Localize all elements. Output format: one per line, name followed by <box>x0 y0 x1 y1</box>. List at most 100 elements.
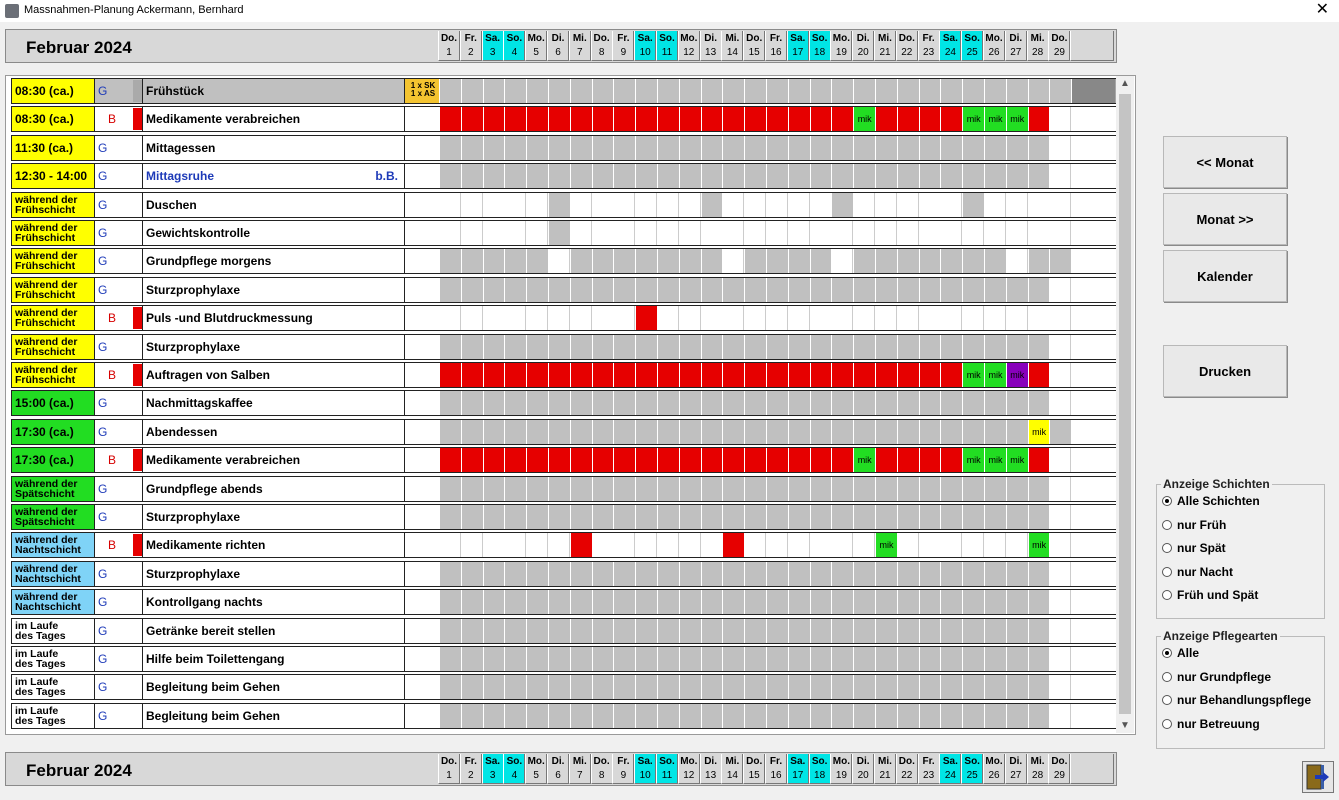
day-cell[interactable] <box>853 135 876 160</box>
day-cell[interactable] <box>700 533 723 558</box>
day-cell[interactable] <box>635 448 658 473</box>
day-cell[interactable] <box>962 334 985 359</box>
day-cell[interactable] <box>635 79 658 103</box>
day-cell[interactable] <box>809 505 832 529</box>
day-cell[interactable] <box>548 647 570 671</box>
day-cell[interactable] <box>482 561 505 586</box>
day-cell[interactable] <box>504 192 527 217</box>
day-cell[interactable] <box>831 561 854 586</box>
day-cell[interactable] <box>875 675 897 700</box>
day-cell[interactable] <box>875 391 897 416</box>
day-cell[interactable] <box>766 675 788 700</box>
day-cell[interactable] <box>678 249 701 274</box>
day-cell[interactable] <box>657 533 679 558</box>
day-cell[interactable] <box>853 703 876 728</box>
day-cell[interactable] <box>548 618 570 643</box>
day-cell[interactable] <box>569 249 592 274</box>
day-cell[interactable] <box>482 419 505 444</box>
day-cell[interactable] <box>1049 647 1072 671</box>
day-cell[interactable] <box>853 561 876 586</box>
day-cell[interactable] <box>613 107 636 132</box>
day-cell[interactable] <box>831 391 854 416</box>
care-option[interactable]: Alle <box>1157 643 1324 667</box>
day-cell[interactable] <box>1027 363 1050 387</box>
day-cell[interactable] <box>984 703 1006 728</box>
day-cell[interactable] <box>809 618 832 643</box>
day-cell[interactable] <box>700 306 723 331</box>
day-cell[interactable] <box>766 590 788 615</box>
shift-option[interactable]: nur Früh <box>1157 515 1324 539</box>
day-cell[interactable] <box>809 391 832 416</box>
day-cell[interactable] <box>722 107 745 132</box>
day-cell[interactable] <box>722 391 745 416</box>
day-cell[interactable] <box>678 590 701 615</box>
day-cell[interactable] <box>831 363 854 387</box>
day-cell[interactable] <box>460 505 483 529</box>
day-cell[interactable] <box>482 590 505 615</box>
day-cell[interactable] <box>875 590 897 615</box>
day-cell[interactable] <box>766 476 788 501</box>
shift-option[interactable]: Alle Schichten <box>1157 491 1324 515</box>
day-cell[interactable]: mik <box>984 448 1006 473</box>
day-cell[interactable] <box>1027 618 1050 643</box>
day-cell[interactable] <box>940 79 963 103</box>
day-cell[interactable] <box>831 675 854 700</box>
day-cell[interactable] <box>482 221 505 245</box>
plan-row[interactable]: während der Frühschicht G Grundpflege morg… <box>11 248 1119 275</box>
day-cell[interactable] <box>962 391 985 416</box>
day-cell[interactable] <box>548 448 570 473</box>
day-cell[interactable] <box>962 164 985 189</box>
day-cell[interactable]: mik <box>1027 419 1050 444</box>
day-cell[interactable] <box>504 647 527 671</box>
day-cell[interactable] <box>439 647 461 671</box>
day-cell[interactable] <box>744 277 767 302</box>
day-cell[interactable] <box>482 647 505 671</box>
day-cell[interactable] <box>439 135 461 160</box>
day-cell[interactable] <box>766 448 788 473</box>
day-cell[interactable] <box>678 533 701 558</box>
day-cell[interactable] <box>591 277 614 302</box>
day-cell[interactable] <box>482 505 505 529</box>
day-cell[interactable] <box>678 277 701 302</box>
day-cell[interactable] <box>787 476 810 501</box>
exit-button[interactable] <box>1302 761 1334 793</box>
day-cell[interactable] <box>635 249 658 274</box>
day-cell[interactable] <box>1049 391 1072 416</box>
day-cell[interactable] <box>613 334 636 359</box>
day-cell[interactable] <box>1027 79 1050 103</box>
day-cell[interactable] <box>460 277 483 302</box>
day-cell[interactable] <box>831 448 854 473</box>
day-cell[interactable] <box>962 561 985 586</box>
day-cell[interactable] <box>548 79 570 103</box>
day-cell[interactable] <box>439 618 461 643</box>
day-cell[interactable] <box>875 419 897 444</box>
day-cell[interactable] <box>962 533 985 558</box>
day-cell[interactable] <box>1049 334 1072 359</box>
day-cell[interactable] <box>548 505 570 529</box>
day-cell[interactable] <box>548 703 570 728</box>
day-cell[interactable] <box>678 107 701 132</box>
day-cell[interactable] <box>744 164 767 189</box>
day-cell[interactable] <box>722 618 745 643</box>
day-cell[interactable] <box>766 647 788 671</box>
day-cell[interactable] <box>504 448 527 473</box>
day-cell[interactable] <box>569 476 592 501</box>
day-cell[interactable] <box>635 221 658 245</box>
day-cell[interactable] <box>766 505 788 529</box>
day-cell[interactable] <box>678 419 701 444</box>
radio-icon[interactable] <box>1162 671 1172 682</box>
plan-row[interactable]: während der Frühschicht B Auftragen von Sa… <box>11 362 1119 388</box>
day-cell[interactable] <box>896 306 919 331</box>
day-cell[interactable] <box>918 135 941 160</box>
day-cell[interactable] <box>678 448 701 473</box>
day-cell[interactable] <box>984 306 1006 331</box>
day-cell[interactable] <box>526 164 549 189</box>
day-cell[interactable] <box>984 192 1006 217</box>
day-cell[interactable] <box>940 675 963 700</box>
day-cell[interactable] <box>569 448 592 473</box>
day-cell[interactable] <box>548 561 570 586</box>
day-cell[interactable] <box>613 249 636 274</box>
day-cell[interactable] <box>569 561 592 586</box>
day-cell[interactable] <box>984 135 1006 160</box>
day-cell[interactable] <box>984 164 1006 189</box>
